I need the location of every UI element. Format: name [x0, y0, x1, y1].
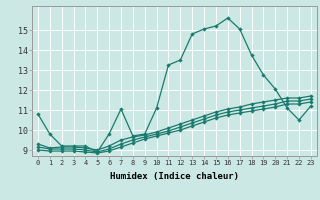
X-axis label: Humidex (Indice chaleur): Humidex (Indice chaleur) — [110, 172, 239, 181]
